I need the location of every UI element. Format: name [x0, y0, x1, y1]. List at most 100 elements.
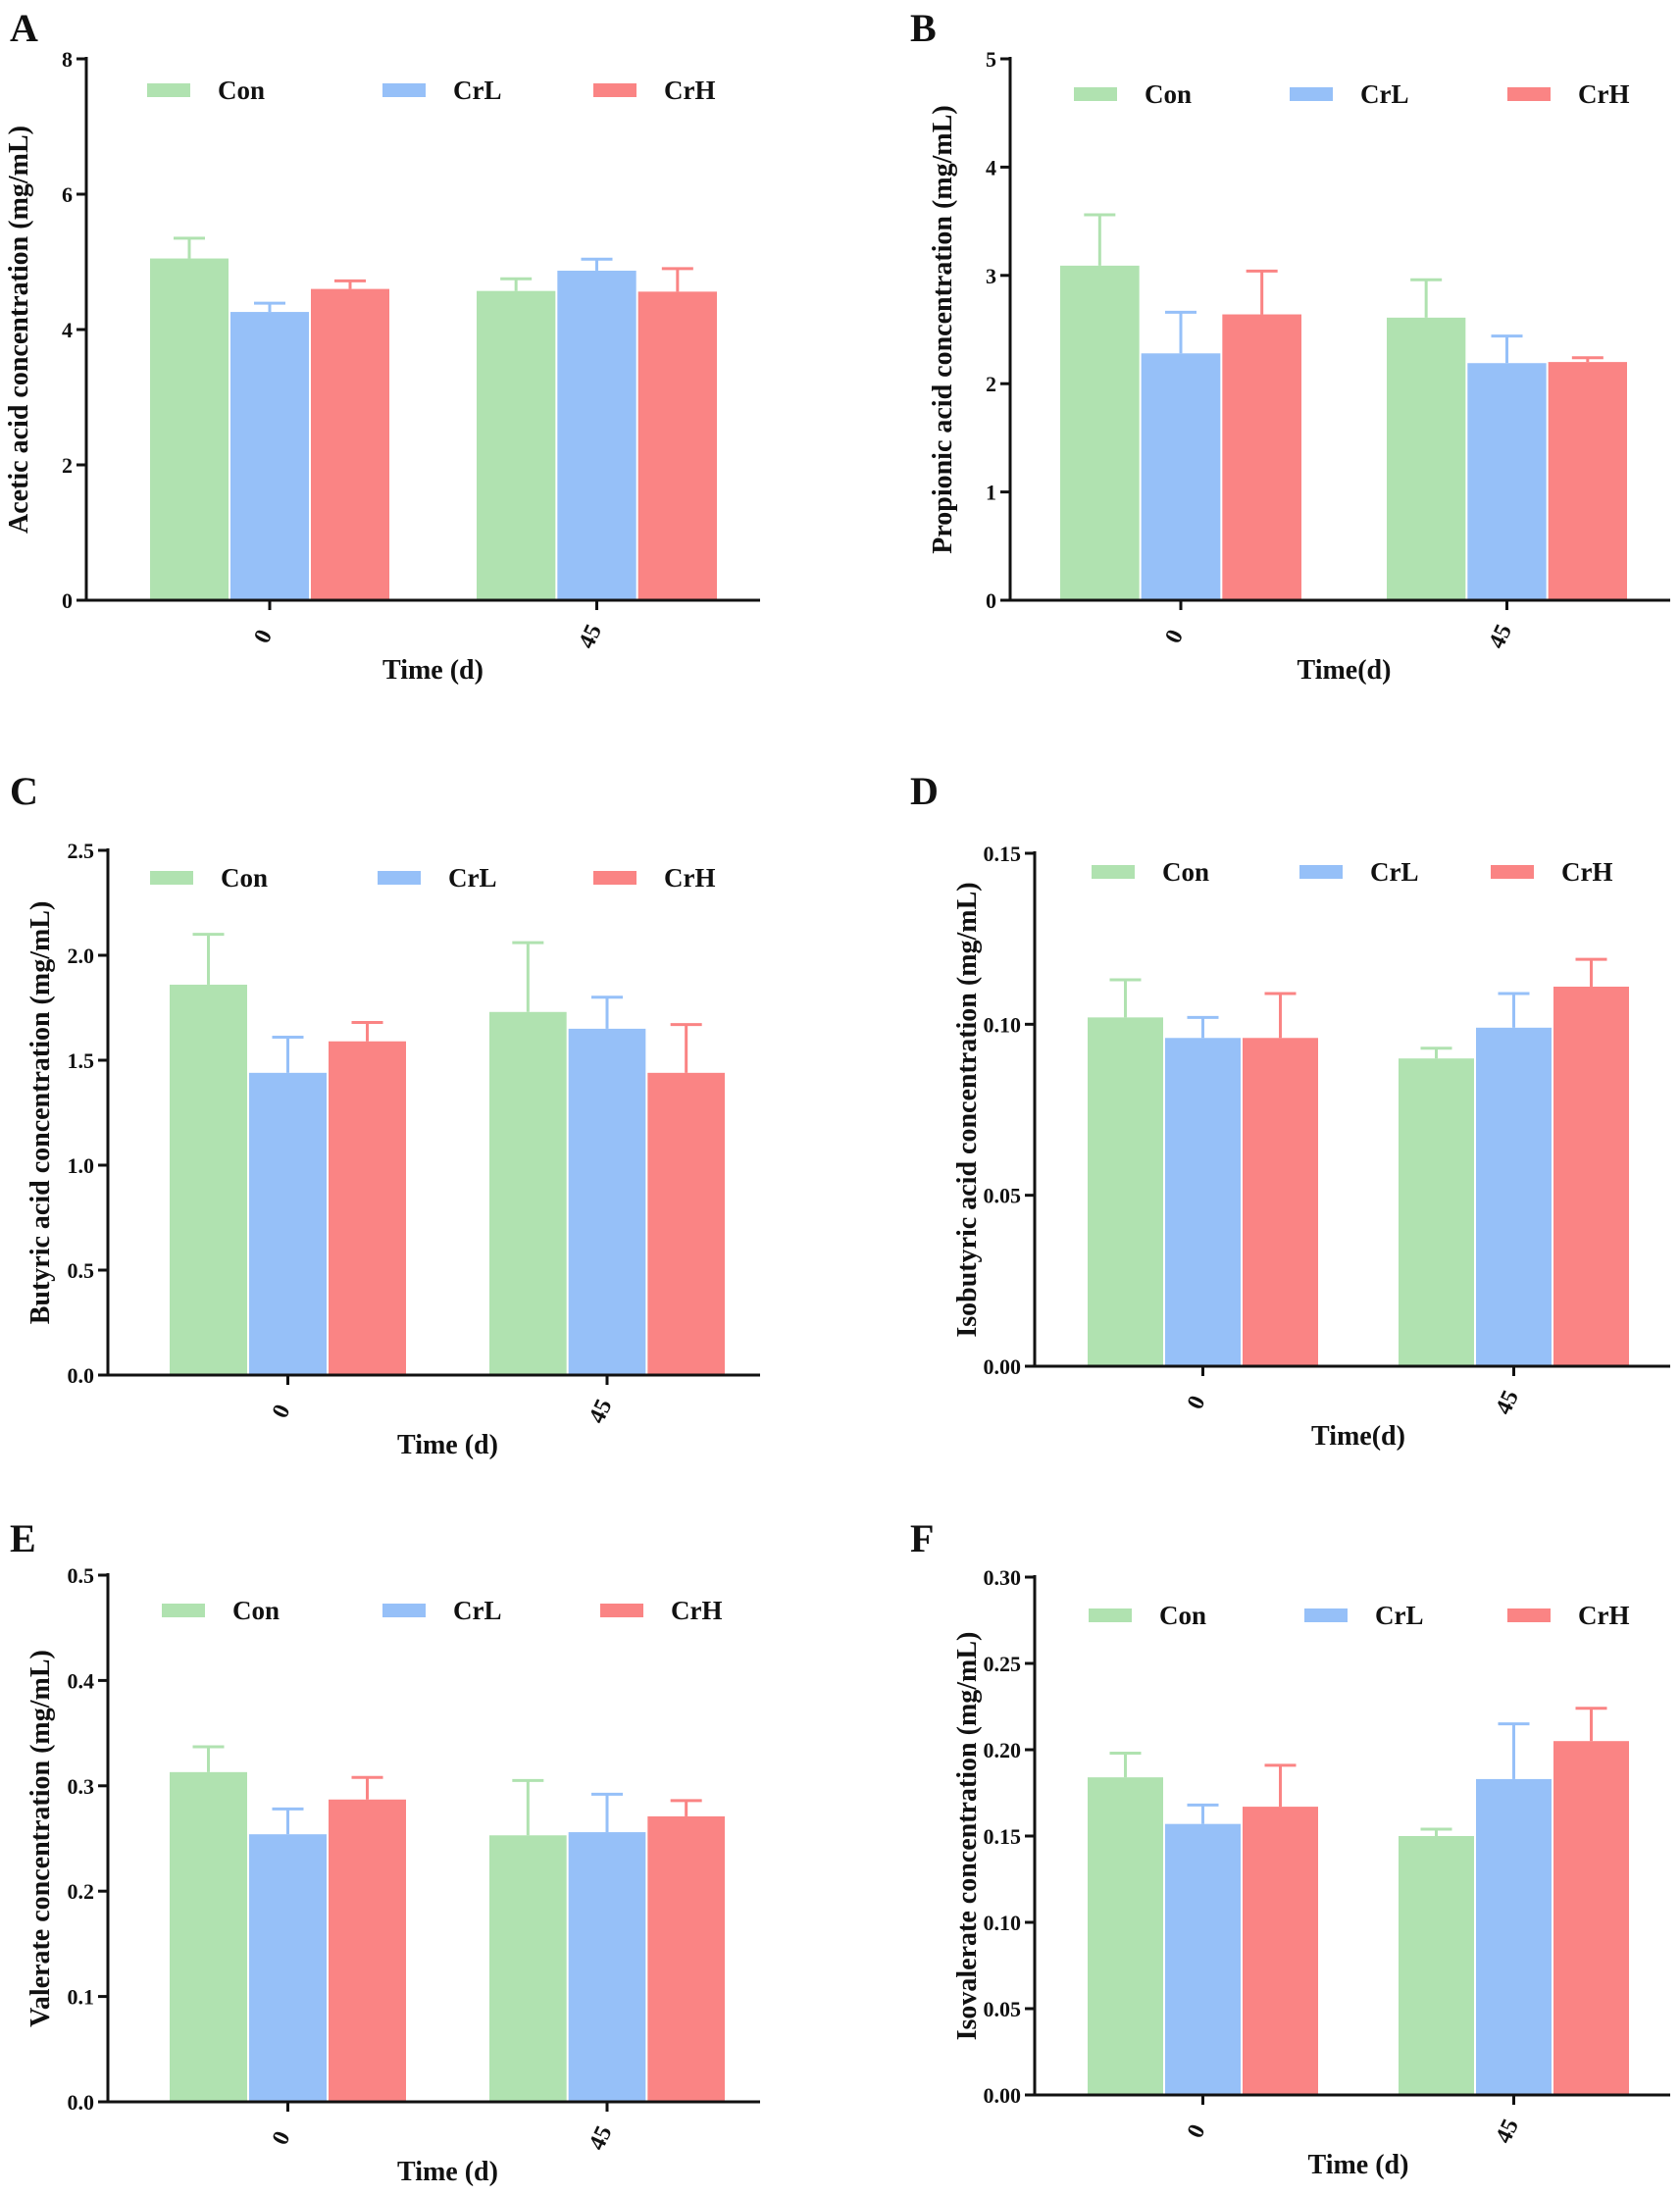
bar-crh-45 [1553, 1741, 1629, 2095]
y-tick-label: 0.25 [984, 1652, 1022, 1676]
legend-swatch-crh [1491, 865, 1534, 879]
legend-swatch-crh [600, 1604, 643, 1617]
chart-panel-f: F 0.00 0.05 0.10 0.15 0.20 0.25 0.30 0 45 Time (d)… [910, 1516, 1670, 2180]
bar-crh-45 [647, 1815, 725, 2102]
legend-swatch-crh [593, 871, 636, 885]
y-tick-label: 5 [986, 47, 996, 72]
x-axis-title: Time (d) [1308, 2150, 1409, 2180]
x-axis-title: Time(d) [1311, 1421, 1405, 1452]
y-axis-title: Propionic acid concentration (mg/mL) [928, 105, 958, 554]
y-axis-title: Valerate concentration (mg/mL) [25, 1650, 56, 2027]
y-axis-title: Isobutyric acid concentration (mg/mL) [952, 882, 983, 1337]
x-tick-label: 0 [1183, 2120, 1211, 2142]
x-tick-label: 45 [574, 621, 607, 653]
legend-swatch-con [1089, 1608, 1132, 1622]
legend-swatch-con [147, 83, 190, 97]
legend-swatch-crh [1507, 1608, 1551, 1622]
y-tick-label: 0.05 [984, 1184, 1022, 1208]
bar-con-45 [1399, 1836, 1474, 2095]
bar-con-0 [170, 1771, 247, 2102]
y-tick-label: 1.5 [68, 1048, 95, 1073]
y-tick-label: 0.3 [68, 1774, 95, 1799]
y-axis-title: Acetic acid concentration (mg/mL) [4, 126, 34, 534]
chart-panel-d: D 0.00 0.05 0.10 0.15 0 45 Time(d) Isobutyric ac… [910, 769, 1670, 1452]
y-tick-label: 2.0 [68, 944, 95, 968]
x-tick-label: 45 [585, 2122, 618, 2155]
x-axis-title: Time (d) [397, 1430, 498, 1460]
legend-label-con: Con [1145, 79, 1192, 109]
bar-crh-0 [329, 1799, 406, 2102]
legend-swatch-crl [382, 1604, 426, 1617]
x-tick-label: 0 [249, 626, 278, 647]
bar-con-0 [1088, 1777, 1163, 2095]
bar-crl-45 [568, 1028, 646, 1375]
y-tick-label: 0.15 [984, 1824, 1022, 1849]
panel-letter: B [910, 6, 937, 50]
y-tick-label: 6 [62, 182, 73, 207]
bar-crl-0 [1165, 1038, 1241, 1366]
y-axis-title: Butyric acid concentration (mg/mL) [25, 901, 56, 1325]
panel-letter: C [10, 769, 38, 813]
legend-label-crh: CrH [1561, 857, 1612, 887]
bar-crl-45 [557, 270, 636, 600]
chart-panel-e: E 0.0 0.1 0.2 0.3 0.4 0.5 0 45 Time (d) Valerate c… [10, 1516, 760, 2187]
bar-crl-0 [249, 1072, 327, 1375]
y-tick-label: 0.0 [68, 1363, 95, 1388]
bar-crh-45 [1548, 362, 1627, 600]
y-tick-label: 0.30 [984, 1565, 1022, 1590]
y-tick-label: 3 [986, 264, 996, 288]
bar-crl-45 [1467, 363, 1547, 600]
legend-label-con: Con [1159, 1601, 1206, 1630]
bar-crl-45 [1476, 1778, 1552, 2095]
legend-label-crh: CrH [671, 1596, 722, 1625]
bar-crl-45 [1476, 1027, 1552, 1366]
bar-crh-45 [1553, 986, 1629, 1366]
y-tick-label: 4 [62, 318, 73, 342]
legend-label-crh: CrH [664, 863, 715, 893]
y-tick-label: 0.00 [984, 2083, 1022, 2108]
x-tick-label: 45 [1491, 1387, 1524, 1419]
legend-swatch-con [1074, 87, 1117, 101]
legend-label-crl: CrL [453, 76, 502, 105]
x-axis-title: Time(d) [1298, 655, 1392, 686]
legend-swatch-crl [1290, 87, 1333, 101]
x-tick-label: 0 [268, 2127, 296, 2149]
y-axis-title: Isovalerate concentration (mg/mL) [952, 1632, 983, 2041]
y-tick-label: 0.5 [68, 1258, 95, 1283]
bar-crl-0 [249, 1834, 327, 2102]
bar-crl-45 [568, 1832, 646, 2102]
y-tick-label: 0.2 [68, 1879, 95, 1904]
bar-crl-0 [1141, 353, 1221, 600]
y-tick-label: 1 [986, 481, 996, 505]
y-tick-label: 0 [986, 588, 996, 613]
x-tick-label: 0 [1160, 626, 1189, 647]
legend-swatch-crh [1507, 87, 1551, 101]
legend-label-crl: CrL [448, 863, 497, 893]
y-tick-label: 4 [986, 155, 996, 179]
y-tick-label: 0.15 [984, 842, 1022, 866]
chart-panel-c: C 0.0 0.5 1.0 1.5 2.0 2.5 0 45 Time (d) Butyric ac… [10, 769, 760, 1460]
legend-label-crh: CrH [1578, 79, 1629, 109]
bar-con-0 [170, 984, 247, 1375]
bar-con-45 [1387, 317, 1466, 600]
bar-crh-45 [647, 1072, 725, 1375]
x-axis-title: Time (d) [382, 655, 484, 686]
bar-con-45 [477, 290, 556, 600]
legend-swatch-con [150, 871, 193, 885]
legend-label-con: Con [1162, 857, 1209, 887]
x-tick-label: 0 [268, 1401, 296, 1422]
x-tick-label: 0 [1183, 1392, 1211, 1413]
legend-swatch-crl [382, 83, 426, 97]
y-tick-label: 0.00 [984, 1354, 1022, 1379]
bar-crl-0 [1165, 1823, 1241, 2095]
chart-panel-a: A 0 2 4 6 8 0 45 Time (d) Acetic acid concentrati… [4, 6, 760, 686]
panel-letter: D [910, 769, 939, 813]
bar-con-45 [489, 1835, 567, 2102]
legend-label-crh: CrH [664, 76, 715, 105]
legend-label-crl: CrL [1370, 857, 1419, 887]
panel-letter: A [10, 6, 38, 50]
legend-label-con: Con [221, 863, 268, 893]
legend-swatch-con [1092, 865, 1135, 879]
